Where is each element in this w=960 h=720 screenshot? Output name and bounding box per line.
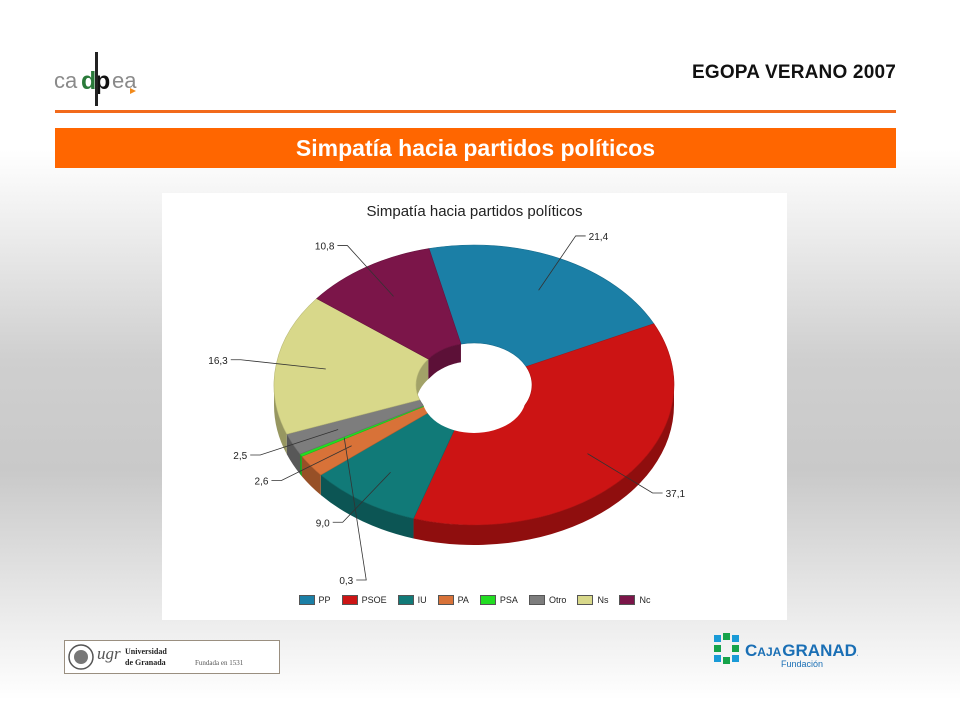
slice-side-ns: [274, 385, 287, 455]
legend-swatch: [619, 595, 636, 605]
legend-label: PA: [457, 595, 469, 605]
legend-label: Otro: [548, 595, 567, 605]
leader-line-psa: [343, 437, 367, 581]
slice-ns: [273, 298, 429, 435]
legend-label: PSOE: [361, 595, 387, 605]
legend-swatch: [341, 595, 358, 605]
leader-line-iu: [332, 471, 391, 523]
donut-tops: [273, 244, 675, 526]
legend-label: Nc: [639, 595, 651, 605]
cajagranada-logo: CAJAGRANADA Fundación: [712, 632, 869, 670]
data-label-psoe: 37,1: [666, 489, 686, 500]
data-labels: 21,4 37,1 9,0 2,6 0,3 2,5 16,3 10,8: [208, 232, 685, 587]
slice-side-psa: [300, 454, 302, 477]
svg-text:ca: ca: [54, 68, 78, 93]
slice-inner-ns: [416, 359, 429, 405]
caja-name-part2: AJA: [757, 645, 781, 659]
data-label-iu: 9,0: [316, 518, 330, 529]
data-label-ns: 16,3: [208, 356, 228, 367]
caja-name-part3: GRANADA: [782, 641, 858, 660]
ugr-logo: ugr Universidad de Granada Fundada en 15…: [64, 640, 280, 674]
data-label-psa: 0,3: [339, 576, 353, 587]
cadpea-logo: ca d p ea: [48, 48, 145, 109]
legend-swatch: [479, 595, 496, 605]
data-label-nc: 10,8: [315, 242, 335, 253]
legend-swatch: [577, 595, 594, 605]
header-divider: [55, 110, 896, 113]
legend-item-pa: PA: [437, 595, 469, 605]
svg-text:d: d: [81, 67, 96, 95]
svg-text:CAJAGRANADA: CAJAGRANADA: [745, 641, 858, 660]
donut-hole: [422, 361, 526, 433]
ugr-acronym: ugr: [97, 644, 121, 663]
data-label-pp: 21,4: [589, 232, 609, 243]
chart-panel: 21,4 37,1 9,0 2,6 0,3 2,5 16,3 10,8 Simpatía ha…: [162, 193, 787, 620]
chart-legend: PP PSOE IU PA PSA Otro Ns Nc: [162, 595, 787, 605]
leader-line-pa: [271, 445, 352, 481]
slice-side-otro: [286, 434, 301, 475]
slice-side-psoe: [413, 385, 674, 545]
ugr-line2: de Granada: [125, 658, 166, 667]
title-banner: Simpatía hacia partidos políticos: [55, 128, 896, 168]
legend-label: Ns: [597, 595, 609, 605]
leader-line-ns: [230, 359, 326, 370]
data-label-pa: 2,6: [255, 477, 269, 488]
leader-line-pp: [538, 235, 586, 291]
legend-item-ns: Ns: [577, 595, 608, 605]
slice-side-pa: [301, 456, 321, 495]
legend-item-nc: Nc: [619, 595, 650, 605]
ugr-founded: Fundada en 1531: [195, 659, 244, 667]
slice-side-iu: [320, 474, 414, 539]
legend-label: PSA: [499, 595, 518, 605]
legend-item-iu: IU: [397, 595, 427, 605]
pie-chart: 21,4 37,1 9,0 2,6 0,3 2,5 16,3 10,8: [208, 232, 685, 587]
legend-swatch: [528, 595, 545, 605]
header-title: EGOPA VERANO 2007: [691, 62, 896, 83]
legend-swatch: [437, 595, 454, 605]
caja-name-part1: C: [745, 641, 757, 660]
caja-subtitle: Fundación: [781, 659, 823, 669]
legend-item-pp: PP: [298, 595, 331, 605]
ugr-line1: Universidad: [125, 647, 167, 656]
legend-item-psa: PSA: [479, 595, 518, 605]
slice-nc: [316, 248, 462, 360]
legend-label: IU: [417, 595, 427, 605]
chart-title: Simpatía hacia partidos políticos: [366, 203, 583, 220]
slice-inner-nc: [428, 344, 461, 380]
legend-item-psoe: PSOE: [341, 595, 387, 605]
cajagranada-emblem-icon: [714, 633, 739, 664]
leader-line-otro: [250, 429, 339, 456]
slice-pp: [428, 244, 655, 367]
data-label-otro: 2,5: [233, 451, 247, 462]
svg-text:ea: ea: [112, 68, 137, 93]
legend-swatch: [397, 595, 414, 605]
legend-swatch: [298, 595, 315, 605]
donut-sides: [274, 344, 674, 545]
leader-line-psoe: [587, 453, 663, 494]
leader-line-nc: [337, 245, 394, 297]
svg-text:p: p: [95, 67, 110, 95]
legend-label: PP: [318, 595, 331, 605]
legend-item-otro: Otro: [528, 595, 567, 605]
